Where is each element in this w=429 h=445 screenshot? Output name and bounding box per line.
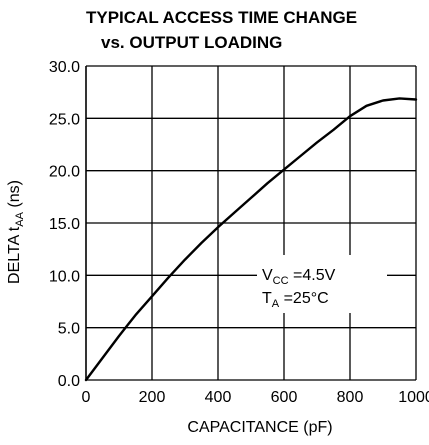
x-tick-label: 800 [337,389,364,406]
vcc-annotation: VCC =4.5V [262,267,336,287]
ta-annotation: TA =25°C [262,290,329,310]
y-tick-labels: 0.0 5.0 10.0 15.0 20.0 25.0 30.0 [49,59,80,390]
y-axis-label: DELTA tAA (ns) [6,180,26,284]
data-series [84,97,418,382]
annotation-box: VCC =4.5V TA =25°C [257,255,387,313]
y-tick-label: 0.0 [58,373,80,390]
x-tick-label: 0 [82,389,91,406]
y-tick-label: 20.0 [49,164,80,181]
y-tick-label: 25.0 [49,111,80,128]
series-line [84,97,418,382]
x-tick-label: 200 [139,389,166,406]
chart-title-line2: vs. OUTPUT LOADING [101,33,282,52]
x-axis-label: CAPACITANCE (pF) [187,419,332,436]
y-tick-label: 10.0 [49,268,80,285]
x-tick-label: 400 [205,389,232,406]
chart-title-line1: TYPICAL ACCESS TIME CHANGE [86,8,357,27]
y-tick-label: 5.0 [58,321,80,338]
y-tick-label: 30.0 [49,59,80,76]
y-tick-label: 15.0 [49,216,80,233]
grid [85,65,417,381]
x-tick-label: 600 [271,389,298,406]
